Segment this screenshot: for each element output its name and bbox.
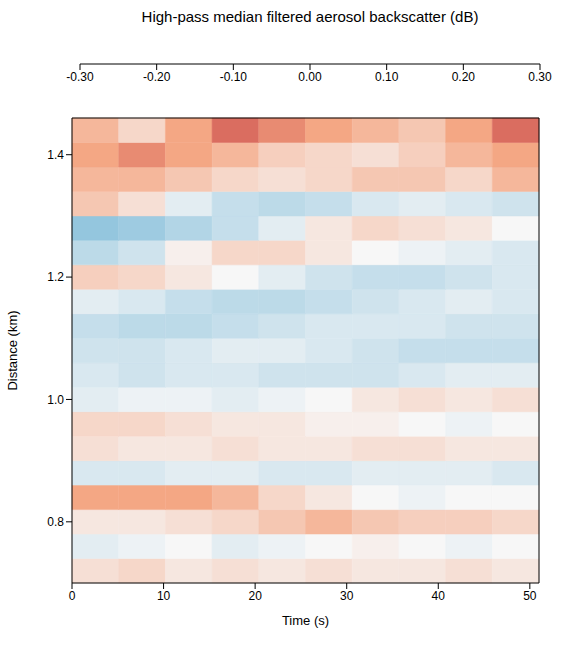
svg-text:1.0: 1.0 bbox=[47, 393, 64, 407]
svg-text:0.20: 0.20 bbox=[452, 70, 476, 84]
svg-text:10: 10 bbox=[157, 589, 171, 603]
svg-text:30: 30 bbox=[340, 589, 354, 603]
svg-text:50: 50 bbox=[523, 589, 537, 603]
svg-text:-0.10: -0.10 bbox=[220, 70, 248, 84]
svg-text:1.2: 1.2 bbox=[47, 270, 64, 284]
svg-text:-0.20: -0.20 bbox=[143, 70, 171, 84]
svg-text:40: 40 bbox=[432, 589, 446, 603]
svg-text:1.4: 1.4 bbox=[47, 148, 64, 162]
svg-text:0.00: 0.00 bbox=[298, 70, 322, 84]
svg-text:Time (s): Time (s) bbox=[282, 613, 329, 628]
svg-text:0.30: 0.30 bbox=[528, 70, 552, 84]
svg-text:20: 20 bbox=[248, 589, 262, 603]
svg-text:0.10: 0.10 bbox=[375, 70, 399, 84]
svg-text:-0.30: -0.30 bbox=[66, 70, 94, 84]
svg-text:Distance (km): Distance (km) bbox=[5, 310, 20, 390]
html-text:High-pass median filtered aero: High-pass median filtered aerosol backsc… bbox=[141, 8, 479, 25]
svg-text:0.8: 0.8 bbox=[47, 515, 64, 529]
svg-text:0: 0 bbox=[69, 589, 76, 603]
